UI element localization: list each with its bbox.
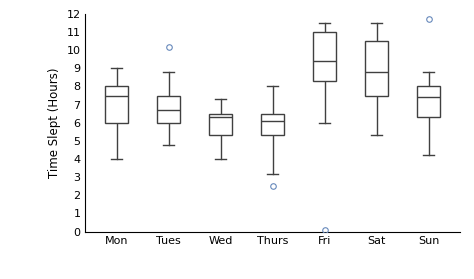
Bar (105, 86, 128, 123)
Bar (261, 114, 284, 135)
Y-axis label: Time Slept (Hours): Time Slept (Hours) (48, 68, 61, 178)
Bar (157, 95, 180, 123)
Bar (365, 41, 388, 95)
Bar (209, 114, 232, 135)
Bar (417, 86, 440, 117)
Bar (313, 32, 336, 81)
